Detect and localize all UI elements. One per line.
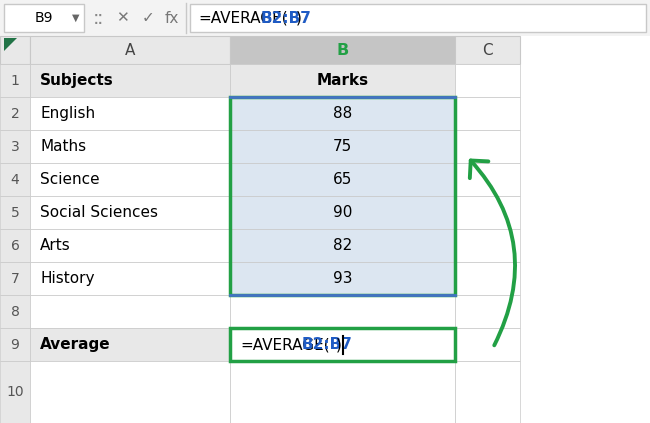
Bar (4, 4, 84, 32)
Text: Science: Science (40, 172, 99, 187)
Text: 6: 6 (10, 239, 20, 253)
Text: 2: 2 (10, 107, 20, 121)
Bar (455, 36, 520, 64)
Text: A: A (125, 42, 135, 58)
Bar (230, 64, 455, 97)
Bar (0, 196, 30, 229)
Bar (0, 36, 30, 64)
Text: Social Sciences: Social Sciences (40, 205, 158, 220)
Bar (455, 196, 520, 229)
Bar (30, 229, 230, 262)
Text: 9: 9 (10, 338, 20, 352)
Bar (455, 64, 520, 97)
Polygon shape (4, 38, 17, 51)
Text: B9: B9 (34, 11, 53, 25)
Bar (455, 295, 520, 328)
Bar (0, 295, 30, 328)
Bar (230, 130, 455, 163)
Bar (30, 64, 230, 97)
Text: =AVERAGE(: =AVERAGE( (198, 11, 287, 25)
Text: 1: 1 (10, 74, 20, 88)
Text: B2:B7: B2:B7 (302, 337, 352, 352)
Text: :: : (93, 8, 99, 27)
Text: :: : (97, 8, 103, 27)
Text: ✕: ✕ (116, 11, 129, 25)
Bar (30, 36, 230, 64)
Text: ✓: ✓ (142, 11, 155, 25)
Text: 10: 10 (6, 385, 24, 399)
Text: 65: 65 (333, 172, 352, 187)
Bar (0, 0, 650, 36)
Bar (230, 328, 455, 361)
Bar (455, 163, 520, 196)
Text: fx: fx (165, 11, 179, 25)
Bar (455, 262, 520, 295)
Text: Average: Average (40, 337, 110, 352)
Bar (230, 262, 455, 295)
Bar (0, 361, 30, 423)
Text: B: B (337, 42, 348, 58)
Bar (230, 97, 455, 130)
Text: 5: 5 (10, 206, 20, 220)
Bar (230, 229, 455, 262)
Bar (230, 361, 455, 423)
Bar (30, 262, 230, 295)
Bar (230, 295, 455, 328)
Bar (0, 97, 30, 130)
Text: Arts: Arts (40, 238, 71, 253)
Text: 88: 88 (333, 106, 352, 121)
Text: 4: 4 (10, 173, 20, 187)
Text: 82: 82 (333, 238, 352, 253)
Text: Marks: Marks (317, 73, 369, 88)
Text: =AVERAGE(: =AVERAGE( (240, 337, 330, 352)
Text: B2:B7: B2:B7 (261, 11, 312, 25)
Bar (455, 361, 520, 423)
Bar (30, 130, 230, 163)
Text: English: English (40, 106, 95, 121)
Text: 90: 90 (333, 205, 352, 220)
Text: History: History (40, 271, 94, 286)
Bar (0, 163, 30, 196)
Text: ): ) (336, 337, 342, 352)
Text: 93: 93 (333, 271, 352, 286)
Bar (30, 361, 230, 423)
Bar (30, 97, 230, 130)
Bar (30, 295, 230, 328)
Bar (230, 97, 455, 295)
Text: Maths: Maths (40, 139, 86, 154)
Bar (230, 163, 455, 196)
Bar (455, 229, 520, 262)
Bar (0, 130, 30, 163)
Text: 8: 8 (10, 305, 20, 319)
Bar (0, 229, 30, 262)
Bar (455, 328, 520, 361)
Bar (30, 196, 230, 229)
Bar (0, 262, 30, 295)
Bar (0, 64, 30, 97)
Bar (230, 36, 455, 64)
Text: C: C (482, 42, 493, 58)
Bar (30, 163, 230, 196)
Bar (190, 4, 646, 32)
Bar (0, 328, 30, 361)
Text: 7: 7 (10, 272, 20, 286)
Text: ): ) (296, 11, 302, 25)
Text: Subjects: Subjects (40, 73, 114, 88)
Bar (230, 196, 455, 229)
Bar (230, 328, 455, 361)
Text: 75: 75 (333, 139, 352, 154)
Bar (30, 328, 230, 361)
Text: 3: 3 (10, 140, 20, 154)
Bar (455, 130, 520, 163)
Text: ▼: ▼ (72, 13, 80, 23)
FancyArrowPatch shape (470, 160, 515, 345)
Bar (455, 97, 520, 130)
